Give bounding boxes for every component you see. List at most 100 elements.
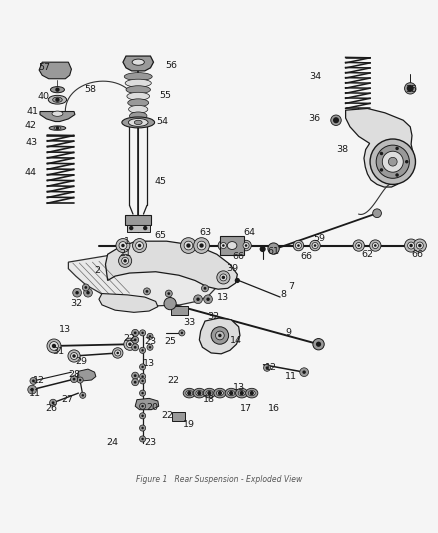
Circle shape: [49, 399, 57, 406]
Text: 39: 39: [226, 264, 238, 273]
Circle shape: [211, 327, 229, 344]
Circle shape: [119, 241, 127, 249]
Circle shape: [141, 405, 144, 407]
Circle shape: [141, 349, 144, 352]
Circle shape: [265, 366, 268, 369]
Polygon shape: [123, 56, 153, 71]
Circle shape: [370, 139, 416, 184]
Circle shape: [396, 147, 399, 150]
Circle shape: [260, 246, 266, 252]
Circle shape: [133, 239, 147, 253]
Ellipse shape: [183, 389, 195, 398]
Circle shape: [143, 226, 148, 230]
Circle shape: [117, 352, 119, 354]
Circle shape: [297, 244, 300, 247]
Circle shape: [140, 348, 146, 353]
Circle shape: [167, 292, 170, 295]
Circle shape: [186, 244, 191, 248]
Circle shape: [141, 379, 144, 382]
Ellipse shape: [238, 391, 245, 395]
Ellipse shape: [227, 241, 237, 249]
Circle shape: [140, 364, 146, 370]
Text: 66: 66: [412, 250, 424, 259]
Circle shape: [52, 344, 56, 348]
Circle shape: [240, 391, 244, 395]
Circle shape: [245, 244, 247, 247]
Circle shape: [300, 368, 308, 376]
Circle shape: [115, 350, 121, 356]
Circle shape: [124, 338, 136, 350]
Text: 59: 59: [314, 233, 325, 243]
Text: 41: 41: [27, 107, 39, 116]
Polygon shape: [68, 249, 218, 306]
Circle shape: [127, 341, 134, 348]
Text: 56: 56: [165, 61, 177, 70]
Circle shape: [141, 366, 144, 368]
Polygon shape: [199, 318, 240, 354]
Ellipse shape: [193, 389, 205, 398]
Circle shape: [147, 344, 153, 350]
Text: 25: 25: [164, 337, 176, 346]
Text: 28: 28: [68, 370, 80, 379]
Circle shape: [295, 243, 301, 248]
Circle shape: [405, 160, 409, 164]
Circle shape: [218, 240, 229, 251]
Circle shape: [376, 145, 410, 179]
Text: 11: 11: [285, 372, 297, 381]
Ellipse shape: [124, 72, 152, 80]
Text: 13: 13: [233, 383, 245, 392]
Circle shape: [405, 239, 418, 252]
Circle shape: [380, 152, 383, 155]
Ellipse shape: [225, 389, 237, 398]
Circle shape: [207, 391, 212, 395]
Circle shape: [113, 348, 123, 358]
Circle shape: [56, 126, 59, 130]
Circle shape: [187, 391, 191, 395]
Circle shape: [140, 330, 146, 336]
Circle shape: [132, 336, 139, 343]
Circle shape: [71, 352, 78, 359]
Circle shape: [235, 278, 240, 283]
Ellipse shape: [128, 118, 148, 126]
Text: 42: 42: [25, 122, 36, 131]
Circle shape: [28, 385, 36, 394]
Ellipse shape: [131, 118, 146, 126]
Circle shape: [197, 391, 201, 395]
Circle shape: [194, 295, 202, 304]
Circle shape: [85, 286, 87, 289]
Text: 43: 43: [25, 138, 37, 147]
FancyBboxPatch shape: [127, 224, 150, 231]
Circle shape: [138, 244, 141, 247]
Circle shape: [73, 378, 75, 381]
Circle shape: [47, 339, 61, 353]
Text: 12: 12: [33, 376, 45, 385]
Circle shape: [119, 254, 132, 268]
Circle shape: [333, 117, 339, 123]
FancyBboxPatch shape: [125, 215, 151, 225]
Circle shape: [134, 332, 137, 334]
Circle shape: [302, 370, 306, 374]
Text: 1: 1: [124, 237, 131, 246]
Text: 17: 17: [240, 404, 252, 413]
Text: 62: 62: [361, 250, 374, 259]
Ellipse shape: [54, 126, 61, 130]
Ellipse shape: [216, 391, 223, 395]
Text: 18: 18: [203, 395, 215, 404]
Circle shape: [141, 438, 144, 440]
Circle shape: [132, 344, 139, 351]
Circle shape: [417, 242, 424, 249]
Text: 13: 13: [217, 293, 230, 302]
Circle shape: [140, 413, 146, 419]
Circle shape: [413, 239, 426, 252]
Ellipse shape: [130, 112, 147, 120]
Ellipse shape: [196, 391, 203, 395]
Circle shape: [81, 394, 84, 397]
Circle shape: [165, 290, 172, 297]
Circle shape: [132, 329, 139, 336]
Circle shape: [141, 415, 144, 417]
Circle shape: [331, 115, 341, 125]
Polygon shape: [346, 108, 413, 187]
Circle shape: [243, 243, 249, 248]
Ellipse shape: [206, 391, 213, 395]
Circle shape: [49, 342, 58, 350]
